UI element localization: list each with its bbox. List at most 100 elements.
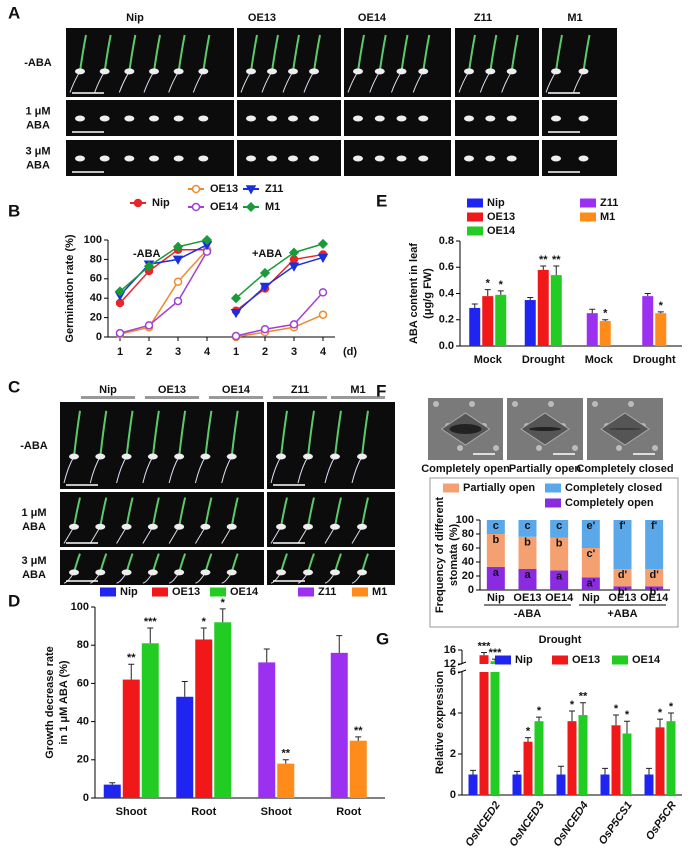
row-label: 1 μM [21,507,46,519]
marker [191,184,201,194]
seed [330,569,340,576]
bar [176,696,194,798]
texture [592,401,598,407]
marker [317,253,329,263]
legend-label: Z11 [600,197,618,209]
y-tick-label: 100 [456,514,474,526]
error-bar [355,736,362,741]
group-label: +ABA [607,608,637,620]
bar [644,774,654,795]
texture [536,445,542,451]
legend-label: Nip [487,197,505,209]
seed [75,155,85,162]
seed [174,569,185,576]
y-tick-label: 40 [77,716,89,728]
column-header: OE13 [248,12,276,24]
y-tick-label: 0.0 [439,340,454,352]
error-bar [471,303,478,308]
shoot [292,34,300,72]
seed [374,68,385,75]
bar [523,741,533,795]
bar [622,733,632,795]
marker [143,261,155,272]
column-header: M1 [567,12,582,24]
photo [267,402,395,489]
x-tick-label: OE14 [640,592,669,604]
panel-letter: G [376,629,389,648]
error-bar [200,627,207,640]
x-tick-label: 2 [262,346,268,358]
legend-label: OE13 [172,586,200,598]
seed [99,155,110,162]
significance: * [570,699,575,711]
line [119,248,207,304]
marker [317,238,329,249]
bar [642,296,654,346]
bar [586,313,598,346]
letter-label: b' [649,586,659,598]
y-tick-label: 40 [90,292,102,304]
group-label: -ABA [514,608,542,620]
legend-swatch [210,587,226,597]
bar [482,296,494,346]
column-header: Nip [126,12,144,24]
texture [512,401,518,407]
legend-swatch [100,587,116,597]
bar [469,307,481,346]
y-tick-label: 100 [71,601,89,613]
pore [609,428,641,430]
letter-label: e' [586,520,595,532]
legend-label: Completely closed [565,482,662,494]
y-axis-label: in 1 μM ABA (%) [58,660,70,744]
y-tick-label: 60 [77,677,89,689]
seed [121,453,132,460]
x-tick-label: 3 [291,346,297,358]
legend-swatch [352,587,368,597]
seed [200,523,211,530]
row-label: -ABA [20,440,48,452]
marker [260,324,270,334]
y-tick-label: 20 [462,570,474,582]
error-bar [569,710,575,722]
seed [276,569,286,576]
bar-segment [550,537,569,571]
seed [578,115,589,122]
texture [616,445,622,451]
legend-label: Partially open [463,482,535,494]
panel-letter: E [376,191,387,210]
marker [114,286,126,297]
error-bar [336,635,343,653]
shoot [280,410,288,457]
y-tick-label: 80 [77,639,89,651]
y-tick-label: 6 [450,666,456,678]
chart-title: Drought [539,634,582,646]
seed [226,523,237,530]
shoot [103,34,112,72]
bar [556,774,566,795]
x-tick-label: 2 [146,346,152,358]
y-tick-label: 0.4 [439,287,455,299]
panel-letter: D [8,591,20,610]
photo [455,28,539,97]
letter-label: f' [651,520,658,532]
legend-swatch [152,587,168,597]
seed [121,569,132,576]
error-bar [219,608,226,623]
significance: ** [539,254,548,266]
chart-frame [429,477,679,628]
bar [611,725,621,795]
marker [172,241,184,252]
x-unit: (d) [343,346,357,358]
photo [344,28,451,97]
bar [195,639,213,798]
line [235,243,324,299]
seed [551,115,561,122]
marker [173,277,183,286]
significance: * [625,709,630,721]
marker [201,234,213,246]
shoot [313,34,321,72]
shoot [153,34,161,72]
bar [277,763,295,798]
y-axis-label: Frequency of different [434,497,446,613]
texture [652,445,658,451]
